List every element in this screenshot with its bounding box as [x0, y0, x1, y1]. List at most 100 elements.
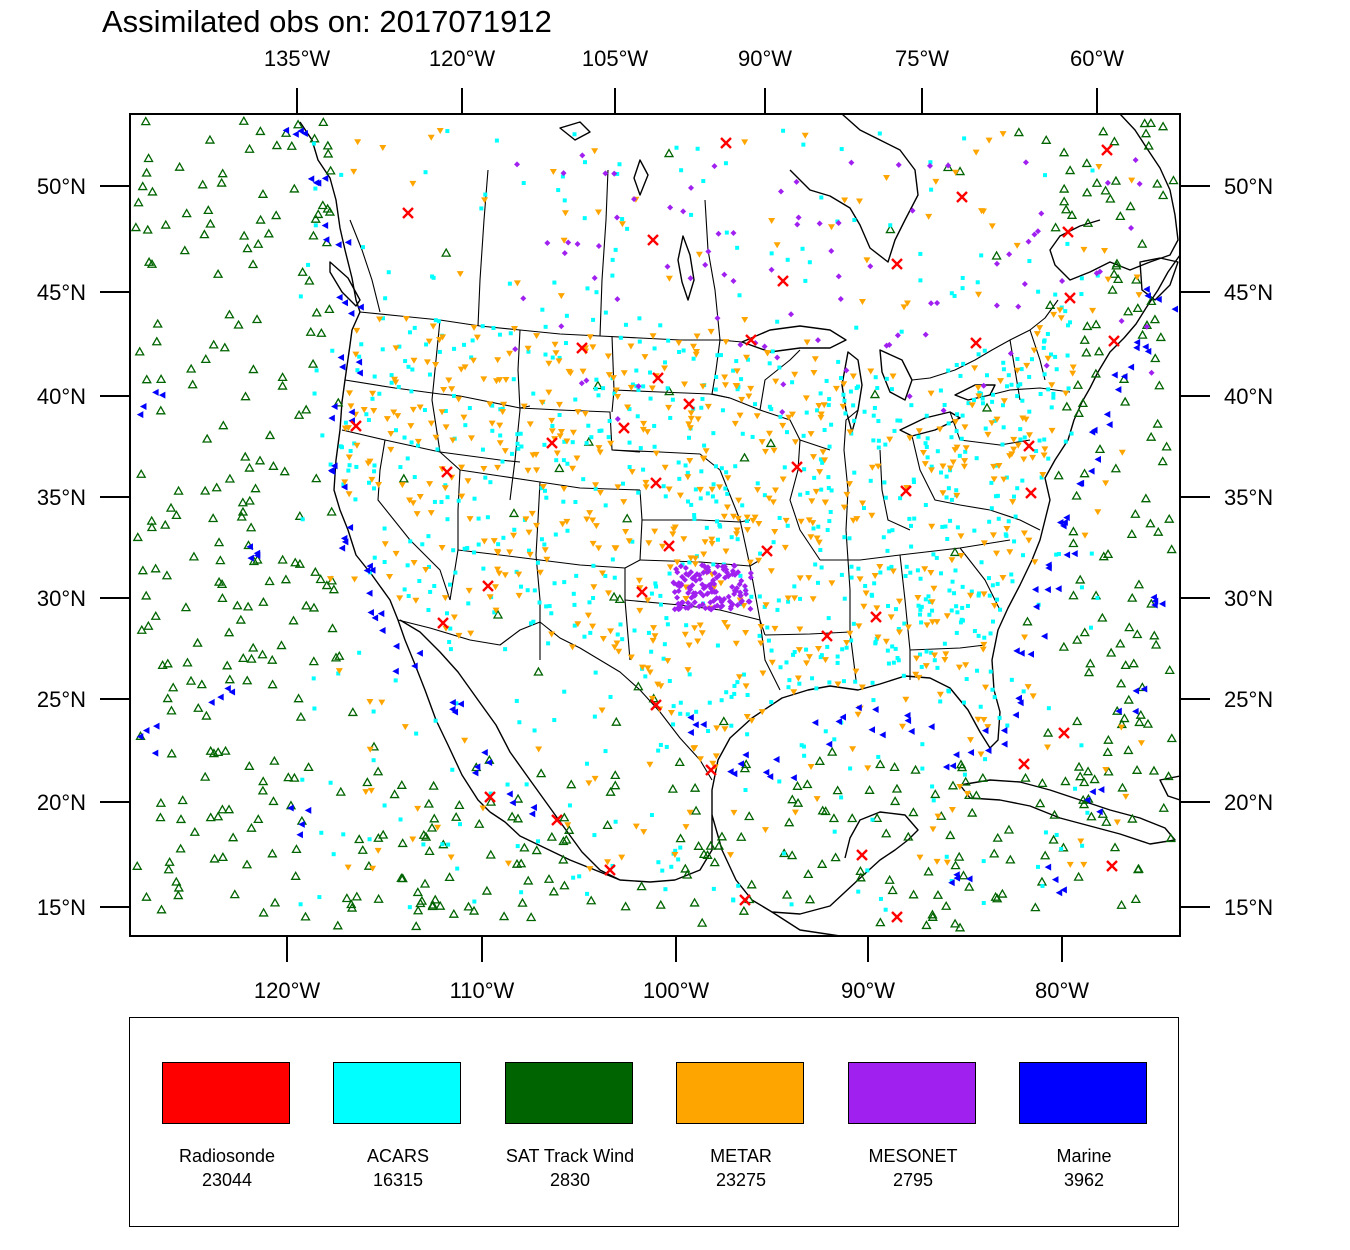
- mesonet-marker: [867, 263, 874, 270]
- metar-marker: [1044, 744, 1052, 751]
- metar-marker: [596, 489, 604, 496]
- metar-marker: [646, 669, 654, 676]
- sat-track-wind-marker: [739, 452, 750, 462]
- acars-marker: [665, 386, 670, 391]
- lake-huron: [879, 349, 913, 401]
- acars-marker: [451, 548, 456, 553]
- metar-marker: [1006, 549, 1014, 556]
- mesonet-marker: [742, 587, 749, 594]
- acars-marker: [1053, 292, 1058, 297]
- sat-track-wind-marker: [516, 858, 527, 868]
- sat-track-wind-marker: [827, 746, 838, 756]
- radiosonde-marker: [484, 791, 496, 803]
- sat-track-wind-marker: [435, 900, 446, 910]
- metar-marker: [791, 595, 799, 602]
- metar-marker: [455, 632, 463, 639]
- acars-marker: [1015, 486, 1020, 491]
- metar-marker: [813, 535, 821, 542]
- metar-marker: [791, 439, 799, 446]
- acars-marker: [564, 313, 569, 318]
- marine-marker: [328, 414, 335, 422]
- province-border: [704, 199, 721, 341]
- metar-marker: [936, 426, 944, 433]
- metar-marker: [457, 366, 465, 373]
- metar-marker: [810, 369, 818, 376]
- acars-marker: [826, 403, 831, 408]
- acars-marker: [625, 226, 630, 231]
- acars-marker: [1088, 625, 1093, 630]
- acars-marker: [572, 602, 577, 607]
- acars-marker: [562, 439, 567, 444]
- acars-marker: [835, 654, 840, 659]
- sat-track-wind-marker: [1140, 493, 1152, 503]
- acars-marker: [802, 467, 807, 472]
- marine-marker: [297, 127, 304, 135]
- acars-marker: [593, 486, 598, 491]
- acars-marker: [911, 480, 916, 485]
- sat-track-wind-marker: [246, 653, 257, 663]
- acars-marker: [603, 573, 608, 578]
- acars-marker: [769, 700, 774, 705]
- metar-marker: [772, 378, 780, 385]
- acars-marker: [952, 591, 957, 596]
- marine-marker: [730, 770, 738, 778]
- radiosonde-marker: [1106, 860, 1118, 872]
- acars-marker: [1013, 514, 1018, 519]
- acars-marker: [876, 419, 881, 424]
- acars-marker: [515, 844, 520, 849]
- sat-track-wind-marker: [301, 404, 312, 414]
- metar-marker: [980, 591, 988, 598]
- acars-marker: [692, 513, 697, 518]
- acars-marker: [348, 448, 353, 453]
- sat-track-wind-marker: [1079, 777, 1090, 787]
- metar-marker: [913, 655, 921, 662]
- acars-marker: [711, 431, 716, 436]
- metar-marker: [635, 577, 643, 584]
- acars-marker: [735, 537, 740, 542]
- acars-marker: [847, 536, 852, 541]
- marine-marker: [1000, 726, 1008, 734]
- metar-marker: [1050, 311, 1058, 318]
- acars-marker: [347, 463, 352, 468]
- acars-marker: [792, 584, 797, 589]
- bottom-longitude-labels: 120°W 110°W 100°W 90°W 80°W: [254, 978, 1089, 1000]
- acars-marker: [767, 361, 772, 366]
- acars-marker: [987, 519, 992, 524]
- acars-marker: [737, 293, 742, 298]
- acars-marker: [946, 368, 951, 373]
- acars-marker: [1001, 425, 1006, 430]
- sat-track-wind-marker: [248, 364, 259, 374]
- acars-marker: [911, 477, 916, 482]
- mesonet-marker: [682, 565, 689, 572]
- sat-track-wind-marker: [1115, 211, 1126, 221]
- acars-marker: [715, 643, 720, 648]
- acars-marker: [1042, 372, 1047, 377]
- metar-marker: [989, 532, 997, 539]
- mesonet-marker: [742, 591, 749, 598]
- acars-marker: [960, 605, 965, 610]
- metar-marker: [696, 622, 704, 629]
- metar-marker: [1094, 509, 1102, 516]
- metar-marker: [708, 486, 716, 493]
- metar-marker: [612, 387, 620, 394]
- mesonet-marker: [934, 299, 941, 306]
- acars-marker: [838, 376, 843, 381]
- metar-marker: [1031, 559, 1039, 566]
- sat-track-wind-marker: [318, 117, 329, 127]
- metar-marker: [500, 401, 508, 408]
- acars-marker: [701, 179, 706, 184]
- metar-marker: [645, 540, 653, 547]
- acars-marker: [943, 524, 948, 529]
- sat-track-wind-marker: [188, 551, 200, 561]
- mesonet-marker: [696, 603, 703, 610]
- sat-track-wind-marker: [321, 580, 332, 590]
- sat-track-wind-marker: [1117, 782, 1128, 792]
- metar-marker: [855, 198, 863, 205]
- acars-marker: [923, 597, 928, 602]
- sat-track-wind-marker: [620, 901, 631, 911]
- sat-track-wind-marker: [217, 804, 228, 814]
- metar-marker: [1102, 767, 1110, 774]
- sat-track-wind-marker: [335, 786, 346, 796]
- acars-marker: [939, 470, 944, 475]
- acars-marker: [927, 612, 932, 617]
